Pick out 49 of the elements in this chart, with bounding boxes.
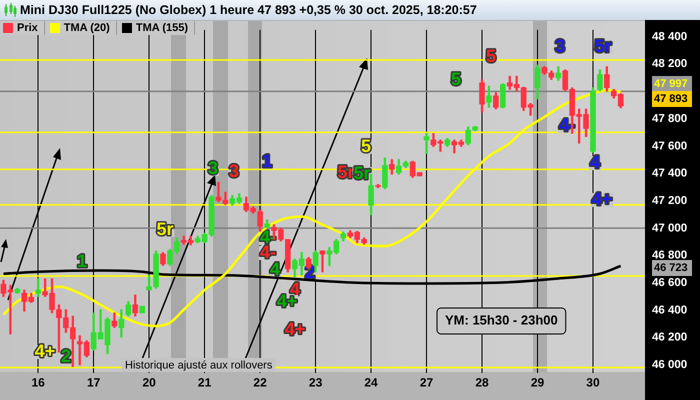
legend-label: TMA (155): [136, 22, 188, 34]
text: 47 893: [654, 93, 688, 106]
text: 47 997: [654, 78, 688, 90]
annotation: 4+: [284, 318, 306, 339]
y-tick-label: 46 600: [652, 276, 688, 289]
legend-label: TMA (20): [64, 22, 110, 34]
x-tick-label: 21: [198, 376, 212, 390]
y-tick-label: 48 400: [652, 30, 688, 43]
annotation: YM: 15h30 - 23h00: [445, 312, 558, 328]
annotation: 4+: [34, 340, 56, 361]
annotation: 4: [590, 152, 600, 172]
x-tick-label: 28: [475, 376, 490, 390]
annotation: 3: [208, 158, 218, 178]
annotation: 5r: [353, 162, 371, 183]
legend-label: Prix: [17, 22, 38, 34]
x-tick-label: 27: [420, 376, 434, 390]
y-tick-label: 47 800: [652, 112, 688, 125]
y-tick-label: 47 400: [652, 168, 688, 180]
annotation: 5r: [337, 162, 355, 182]
annotation: 5: [360, 136, 372, 156]
x-tick-label: 24: [364, 376, 378, 390]
x-tick-label: 17: [86, 376, 101, 390]
y-tick-label: 46 000: [652, 358, 688, 371]
x-tick-label: 29: [530, 376, 544, 390]
annotation: 5r: [156, 218, 174, 239]
annotation: 3: [554, 36, 566, 56]
y-tick-label: 48 200: [652, 58, 688, 70]
x-tick-label: 20: [142, 376, 156, 390]
annotation: 5r: [594, 36, 612, 56]
y-tick-label: 47 600: [652, 140, 688, 152]
x-tick-label: 23: [308, 376, 323, 390]
text: 46 723: [654, 262, 688, 274]
y-tick-label: 46 200: [652, 332, 688, 344]
annotation: 4+: [592, 188, 612, 209]
y-tick-label: 47 200: [652, 194, 688, 207]
annotation: Historique ajusté aux rollovers: [125, 360, 273, 372]
annotation: 1: [262, 150, 272, 171]
annotation: 5: [450, 68, 462, 89]
x-tick-label: 22: [253, 376, 268, 390]
chart-title: Mini DJ30 Full1225 (No Globex) 1 heure 47 893 +0,35 % 30 oct. 2025, 18:20:57: [20, 2, 477, 19]
annotation: 5: [486, 46, 496, 66]
annotation: 2: [60, 346, 72, 366]
annotation: 1: [76, 250, 88, 271]
y-tick-label: 47 000: [652, 222, 688, 234]
y-tick-label: 46 800: [652, 250, 688, 262]
y-tick-label: 46 400: [652, 304, 688, 316]
x-tick-label: 30: [586, 376, 600, 390]
x-tick-label: 16: [31, 376, 46, 390]
annotation: 3: [228, 160, 240, 181]
